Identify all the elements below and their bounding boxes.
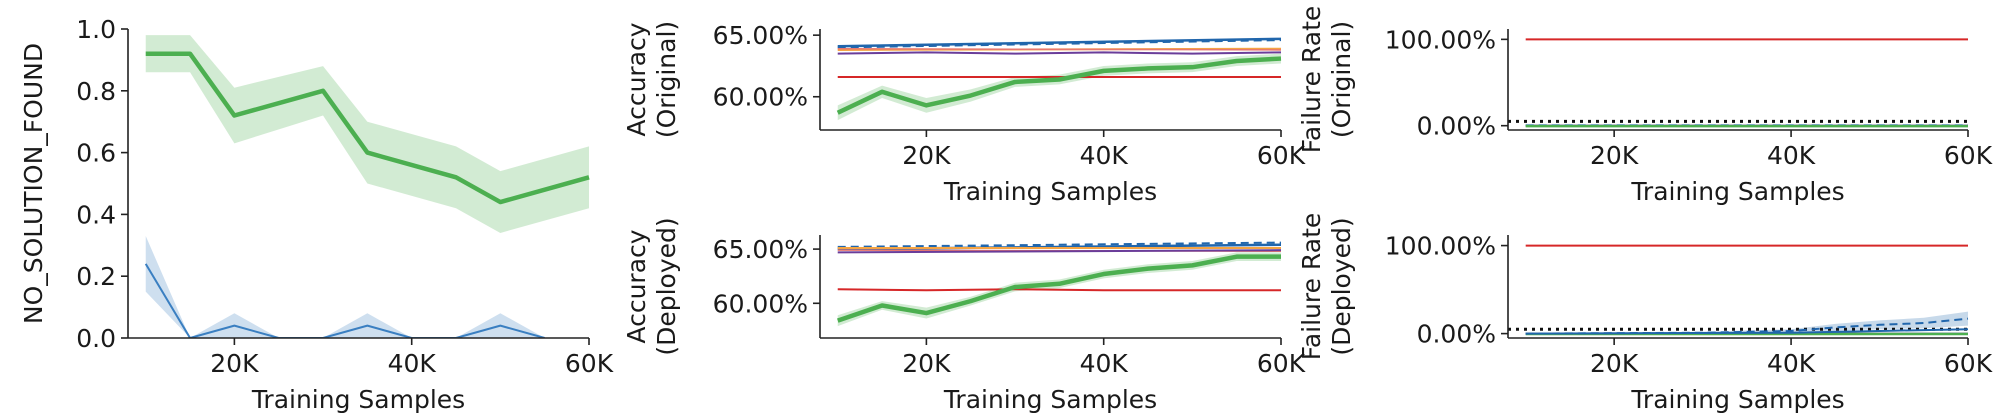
y-axis-label: (Deployed)	[652, 217, 681, 355]
y-axis-label: (Original)	[652, 21, 681, 138]
series-4-line	[837, 51, 1282, 55]
x-tick-label: 20K	[1590, 349, 1639, 378]
y-tick-label: 0.8	[76, 77, 116, 106]
series-1-band	[145, 236, 545, 338]
x-tick-label: 40K	[1080, 349, 1129, 378]
series-4-line	[837, 249, 1282, 254]
x-tick-label: 40K	[1080, 141, 1129, 170]
series-0-line	[837, 241, 1282, 248]
y-tick-label: 1.0	[76, 15, 116, 44]
y-tick-label: 65.00%	[713, 21, 808, 50]
x-tick-label: 40K	[1767, 349, 1816, 378]
y-tick-label: 0.00%	[1417, 112, 1496, 141]
x-axis-label: Training Samples	[1630, 385, 1844, 414]
chart-acc_orig: 20K 40K 60K 60.00% 65.00% Training Samples Acc…	[622, 21, 1306, 206]
y-tick-label: 100.00%	[1385, 232, 1496, 261]
x-tick-label: 60K	[1257, 349, 1306, 378]
plot-area	[837, 241, 1282, 327]
x-tick-label: 60K	[1944, 141, 1993, 170]
x-tick-label: 60K	[1944, 349, 1993, 378]
series-5-line	[1525, 328, 1969, 335]
y-axis-label: (Original)	[1327, 21, 1356, 138]
y-tick-label: 0.2	[76, 262, 116, 291]
y-axis-label: Accuracy	[622, 229, 651, 343]
series-6-line	[836, 56, 1282, 115]
series-4-band	[1525, 311, 1968, 334]
y-tick-label: 60.00%	[713, 83, 808, 112]
y-axis-label: Failure Rate	[1297, 6, 1326, 154]
series-6-band	[837, 53, 1281, 121]
series-4-line	[1525, 317, 1969, 335]
x-axis-label: Training Samples	[1630, 177, 1844, 206]
series-0-line	[837, 37, 1282, 48]
y-tick-label: 65.00%	[713, 235, 808, 264]
y-axis-label: (Deployed)	[1327, 217, 1356, 355]
y-tick-label: 60.00%	[713, 289, 808, 318]
x-tick-label: 40K	[388, 349, 437, 378]
x-axis-label: Training Samples	[943, 385, 1157, 414]
series-5-line	[837, 288, 1281, 292]
y-axis-label: Failure Rate	[1297, 213, 1326, 361]
chart-acc_dep: 20K 40K 60K 60.00% 65.00% Training Samples Acc…	[622, 217, 1306, 414]
x-tick-label: 20K	[210, 349, 259, 378]
y-tick-label: 0.00%	[1417, 320, 1496, 349]
series-1-line	[144, 263, 545, 338]
y-axis-label: Accuracy	[622, 22, 651, 136]
chart-nsf: 20K 40K 60K 0.0 0.2 0.4 0.6 0.8 1.0 Training Samp…	[19, 15, 614, 414]
plot-area	[1508, 244, 1969, 336]
y-tick-label: 100.00%	[1385, 25, 1496, 54]
chart-fail_orig: 20K 40K 60K 0.00% 100.00% Training Samples Fai…	[1297, 6, 1993, 206]
y-axis-label: NO_SOLUTION_FOUND	[19, 43, 48, 324]
y-tick-label: 0.4	[76, 200, 116, 229]
x-tick-label: 40K	[1767, 141, 1816, 170]
x-tick-label: 20K	[902, 349, 951, 378]
x-tick-label: 60K	[1257, 141, 1306, 170]
chart-fail_dep: 20K 40K 60K 0.00% 100.00% Training Samples Fai…	[1297, 213, 1993, 414]
series-1-line	[837, 39, 1282, 49]
y-tick-label: 0.6	[76, 139, 116, 168]
plot-area	[836, 37, 1282, 121]
series-3-line	[837, 47, 1282, 51]
series-6-line	[837, 254, 1281, 323]
y-tick-label: 0.0	[76, 324, 116, 353]
x-tick-label: 60K	[565, 349, 614, 378]
plot-area	[144, 35, 590, 338]
x-tick-label: 20K	[902, 141, 951, 170]
x-tick-label: 20K	[1590, 141, 1639, 170]
plot-area	[1508, 38, 1968, 128]
series-0-line	[145, 51, 590, 205]
series-0-band	[145, 35, 589, 233]
x-axis-label: Training Samples	[943, 177, 1157, 206]
x-axis-label: Training Samples	[251, 385, 465, 414]
